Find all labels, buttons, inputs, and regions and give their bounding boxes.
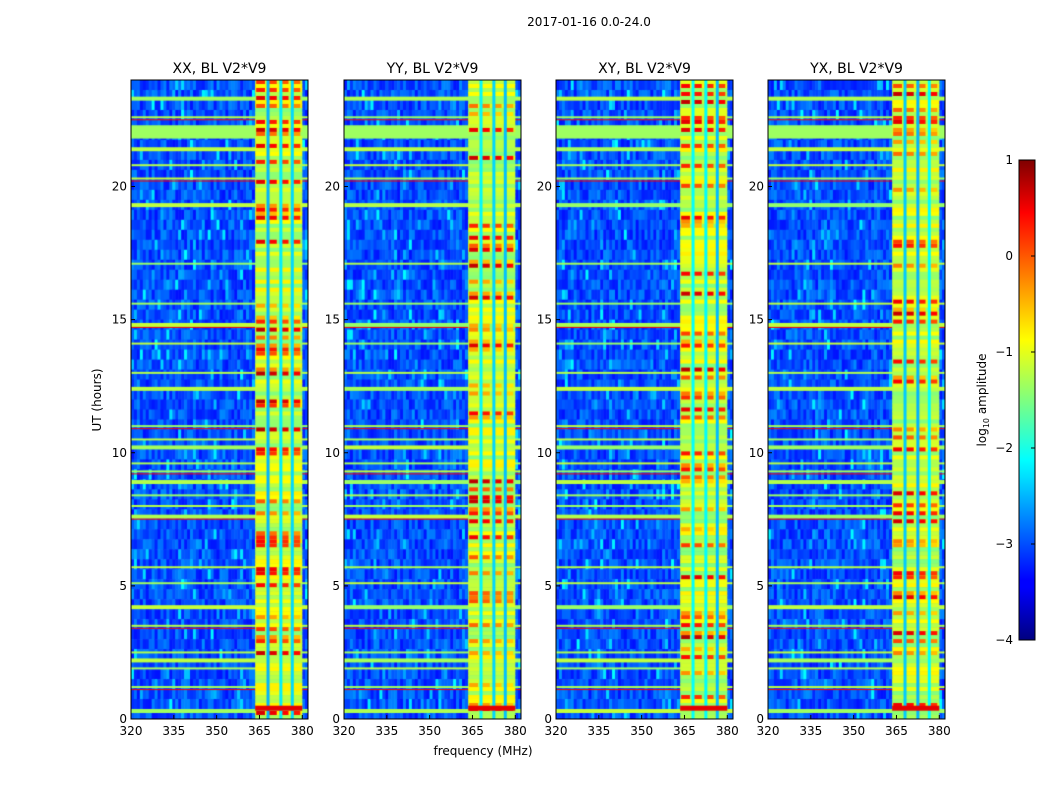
y-tick-label: 5 xyxy=(119,579,127,593)
y-tick-label: 0 xyxy=(119,712,127,726)
x-tick-label: 350 xyxy=(205,724,228,738)
x-tick-label: 320 xyxy=(757,724,780,738)
colorbar-label-sub: 10 xyxy=(982,418,991,428)
panel-2: XY, BL V2*V9 320 335 350 365 380 0 5 10 15 20 xyxy=(537,61,739,738)
panel-title-3: YX, BL V2*V9 xyxy=(809,61,903,77)
x-tick-label: 380 xyxy=(716,724,739,738)
y-tick-label: 0 xyxy=(756,712,764,726)
y-tick-label: 20 xyxy=(749,180,764,194)
x-tick-label: 365 xyxy=(673,724,696,738)
x-tick-label: 365 xyxy=(461,724,484,738)
y-tick-label: 5 xyxy=(756,579,764,593)
x-tick-label: 350 xyxy=(418,724,441,738)
x-tick-label: 380 xyxy=(291,724,314,738)
panel-frame-1 xyxy=(343,79,522,720)
x-tick-label: 320 xyxy=(545,724,568,738)
colorbar-tick-label: −3 xyxy=(995,537,1013,551)
x-tick-label: 335 xyxy=(799,724,822,738)
colorbar-tick-label: −2 xyxy=(995,441,1013,455)
colorbar-ticks: 1 0 −1 −2 −3 −4 xyxy=(995,153,1035,647)
y-tick-label: 20 xyxy=(537,180,552,194)
panel-frame-3 xyxy=(767,79,946,720)
x-tick-label: 350 xyxy=(842,724,865,738)
y-tick-label: 0 xyxy=(332,712,340,726)
figure-suptitle: 2017-01-16 0.0-24.0 xyxy=(527,15,651,29)
x-tick-label: 320 xyxy=(120,724,143,738)
colorbar-tick-label: −4 xyxy=(995,633,1013,647)
x-tick-label: 335 xyxy=(375,724,398,738)
panel-frame-2 xyxy=(555,79,734,720)
heatmap-image-3 xyxy=(768,80,945,719)
y-tick-label: 10 xyxy=(112,446,127,460)
panel-0: XX, BL V2*V9 320 335 350 365 380 0 5 10 15 20 xyxy=(112,61,314,738)
panel-title-0: XX, BL V2*V9 xyxy=(173,61,267,77)
x-tick-label: 380 xyxy=(504,724,527,738)
colorbar-label-rest: amplitude xyxy=(975,354,989,418)
colorbar-label-log: log xyxy=(975,428,989,446)
y-tick-label: 20 xyxy=(325,180,340,194)
panel-title-1: YY, BL V2*V9 xyxy=(386,61,479,77)
y-axis-label: UT (hours) xyxy=(90,368,104,431)
x-tick-label: 320 xyxy=(333,724,356,738)
colorbar-tick-label: 0 xyxy=(1005,249,1013,263)
colorbar-label: log10 amplitude xyxy=(975,354,991,447)
heatmap-image-2 xyxy=(556,80,733,719)
heatmap-image-1 xyxy=(344,80,521,719)
y-tick-label: 5 xyxy=(544,579,552,593)
y-tick-label: 0 xyxy=(544,712,552,726)
colorbar-tick-label: −1 xyxy=(995,345,1013,359)
y-tick-label: 15 xyxy=(325,313,340,327)
y-tick-label: 15 xyxy=(749,313,764,327)
y-tick-label: 15 xyxy=(537,313,552,327)
colorbar-gradient xyxy=(1018,159,1036,641)
y-tick-label: 10 xyxy=(749,446,764,460)
y-tick-label: 15 xyxy=(112,313,127,327)
y-tick-label: 10 xyxy=(325,446,340,460)
x-tick-label: 335 xyxy=(587,724,610,738)
panel-3: YX, BL V2*V9 320 335 350 365 380 0 5 10 15 20 xyxy=(749,61,951,738)
panel-1: YY, BL V2*V9 320 335 350 365 380 0 5 10 15 20 xyxy=(325,61,527,738)
y-tick-label: 20 xyxy=(112,180,127,194)
panel-title-2: XY, BL V2*V9 xyxy=(598,61,691,77)
colorbar-tick-label: 1 xyxy=(1005,153,1013,167)
x-tick-label: 365 xyxy=(248,724,271,738)
x-axis-label: frequency (MHz) xyxy=(433,744,532,758)
x-tick-label: 350 xyxy=(630,724,653,738)
x-tick-label: 380 xyxy=(928,724,951,738)
x-tick-label: 365 xyxy=(885,724,908,738)
colorbar: 10−1−2−3−4 log10 amplitude xyxy=(975,153,1036,647)
y-tick-label: 5 xyxy=(332,579,340,593)
panel-frame-0 xyxy=(130,79,309,720)
heatmap-image-0 xyxy=(131,80,308,719)
x-tick-label: 335 xyxy=(162,724,185,738)
y-tick-label: 10 xyxy=(537,446,552,460)
